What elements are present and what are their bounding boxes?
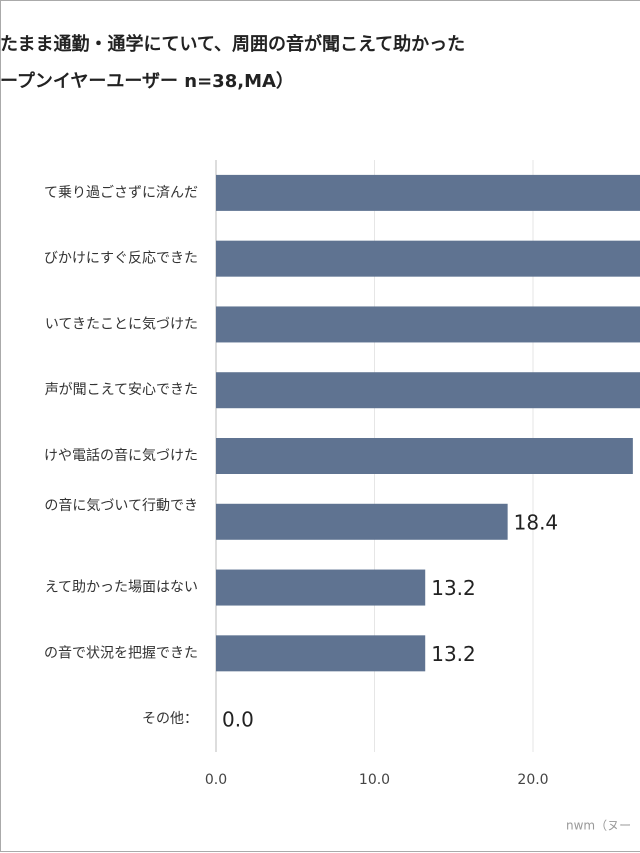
bar <box>216 438 633 474</box>
value-label: 0.0 <box>222 708 254 732</box>
x-tick-label: 0.0 <box>205 772 227 788</box>
source: nwm（ヌー <box>566 819 631 833</box>
category-label: の音に気づいて行動でき <box>44 497 198 514</box>
category-label: て乗り過ごさずに済んだ <box>44 185 198 201</box>
bar <box>216 240 640 277</box>
bar <box>216 635 426 672</box>
category-label: びかけにすぐ反応できた <box>44 251 198 267</box>
value-label: 13.2 <box>431 576 476 600</box>
category-label: 声が聞こえて安心できた <box>45 382 198 398</box>
x-tick-label: 10.0 <box>359 772 390 788</box>
chart-title: ープンイヤーユーザー n=38,MA） <box>0 70 294 92</box>
bar <box>216 306 640 343</box>
bar <box>216 372 640 409</box>
bar <box>216 174 640 211</box>
category-label: えて助かった場面はない <box>45 580 198 596</box>
bar <box>216 503 508 540</box>
bar <box>216 569 426 606</box>
category-label: いてきたことに気づけた <box>45 316 198 332</box>
x-tick-label: 20.0 <box>517 772 548 788</box>
value-label: 18.4 <box>514 510 559 534</box>
chart-title: たまま通勤・通学にていて、周囲の音が聞こえて助かった <box>0 33 465 55</box>
value-label: 13.2 <box>431 642 476 666</box>
category-label: その他： <box>142 711 198 727</box>
category-label: けや電話の音に気づけた <box>44 447 198 464</box>
category-label: の音で状況を把握できた <box>44 644 198 661</box>
value-label: 26.3 <box>639 445 640 469</box>
